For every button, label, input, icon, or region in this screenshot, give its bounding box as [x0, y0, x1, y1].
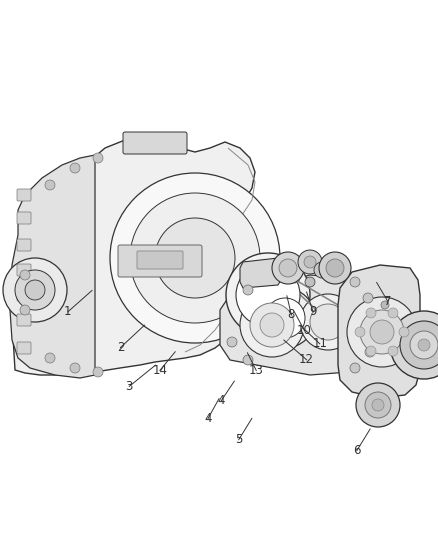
Circle shape: [260, 313, 284, 337]
Text: 12: 12: [299, 353, 314, 366]
Circle shape: [388, 308, 398, 318]
Polygon shape: [338, 265, 420, 398]
Circle shape: [360, 310, 404, 354]
FancyBboxPatch shape: [17, 239, 31, 251]
Circle shape: [45, 353, 55, 363]
Circle shape: [365, 347, 375, 357]
FancyBboxPatch shape: [137, 251, 183, 269]
Text: 10: 10: [297, 324, 312, 337]
Circle shape: [227, 337, 237, 347]
Circle shape: [130, 193, 260, 323]
Circle shape: [305, 277, 315, 287]
Circle shape: [356, 383, 400, 427]
Circle shape: [381, 316, 389, 324]
Polygon shape: [10, 155, 95, 378]
FancyBboxPatch shape: [123, 132, 187, 154]
Circle shape: [20, 305, 30, 315]
Polygon shape: [12, 138, 255, 375]
Circle shape: [326, 259, 344, 277]
Circle shape: [240, 293, 304, 357]
Circle shape: [410, 331, 438, 359]
Circle shape: [93, 153, 103, 163]
Circle shape: [347, 297, 417, 367]
FancyBboxPatch shape: [118, 245, 202, 277]
Text: 1: 1: [64, 305, 72, 318]
Circle shape: [243, 285, 253, 295]
Text: 9: 9: [309, 305, 317, 318]
Circle shape: [418, 339, 430, 351]
Circle shape: [365, 392, 391, 418]
Text: 8: 8: [288, 308, 295, 321]
Circle shape: [290, 273, 300, 283]
Circle shape: [319, 252, 351, 284]
Circle shape: [399, 327, 409, 337]
Text: 5: 5: [235, 433, 242, 446]
FancyBboxPatch shape: [17, 342, 31, 354]
Circle shape: [279, 259, 297, 277]
Circle shape: [372, 399, 384, 411]
Text: 2: 2: [117, 341, 124, 354]
Circle shape: [236, 263, 300, 327]
Circle shape: [250, 303, 294, 347]
Circle shape: [45, 180, 55, 190]
Circle shape: [20, 270, 30, 280]
FancyBboxPatch shape: [17, 314, 31, 326]
Circle shape: [226, 253, 310, 337]
FancyBboxPatch shape: [17, 212, 31, 224]
Circle shape: [350, 363, 360, 373]
Circle shape: [355, 327, 365, 337]
Text: 4: 4: [204, 412, 212, 425]
Circle shape: [381, 336, 389, 344]
Polygon shape: [220, 275, 385, 375]
Text: 14: 14: [152, 364, 167, 377]
Circle shape: [70, 163, 80, 173]
Text: 6: 6: [353, 444, 361, 457]
Circle shape: [272, 252, 304, 284]
Circle shape: [25, 280, 45, 300]
Circle shape: [255, 288, 315, 348]
Circle shape: [265, 298, 305, 338]
Circle shape: [298, 250, 322, 274]
Circle shape: [155, 218, 235, 298]
Text: 4: 4: [217, 394, 225, 407]
Circle shape: [366, 346, 376, 356]
Circle shape: [366, 308, 376, 318]
Circle shape: [93, 367, 103, 377]
Circle shape: [390, 311, 438, 379]
Circle shape: [350, 277, 360, 287]
Text: 13: 13: [249, 364, 264, 377]
Circle shape: [400, 321, 438, 369]
Circle shape: [3, 258, 67, 322]
Circle shape: [15, 270, 55, 310]
Circle shape: [363, 293, 373, 303]
Polygon shape: [240, 258, 282, 288]
Circle shape: [304, 256, 316, 268]
Circle shape: [70, 363, 80, 373]
Circle shape: [314, 262, 330, 278]
Circle shape: [370, 320, 394, 344]
Text: 7: 7: [384, 295, 392, 308]
Circle shape: [243, 355, 253, 365]
Circle shape: [110, 173, 280, 343]
FancyBboxPatch shape: [17, 189, 31, 201]
FancyBboxPatch shape: [17, 264, 31, 276]
Circle shape: [300, 294, 356, 350]
FancyBboxPatch shape: [17, 289, 31, 301]
Circle shape: [381, 301, 389, 309]
Text: 11: 11: [312, 337, 327, 350]
Text: 3: 3: [126, 380, 133, 393]
Circle shape: [388, 346, 398, 356]
Circle shape: [310, 304, 346, 340]
